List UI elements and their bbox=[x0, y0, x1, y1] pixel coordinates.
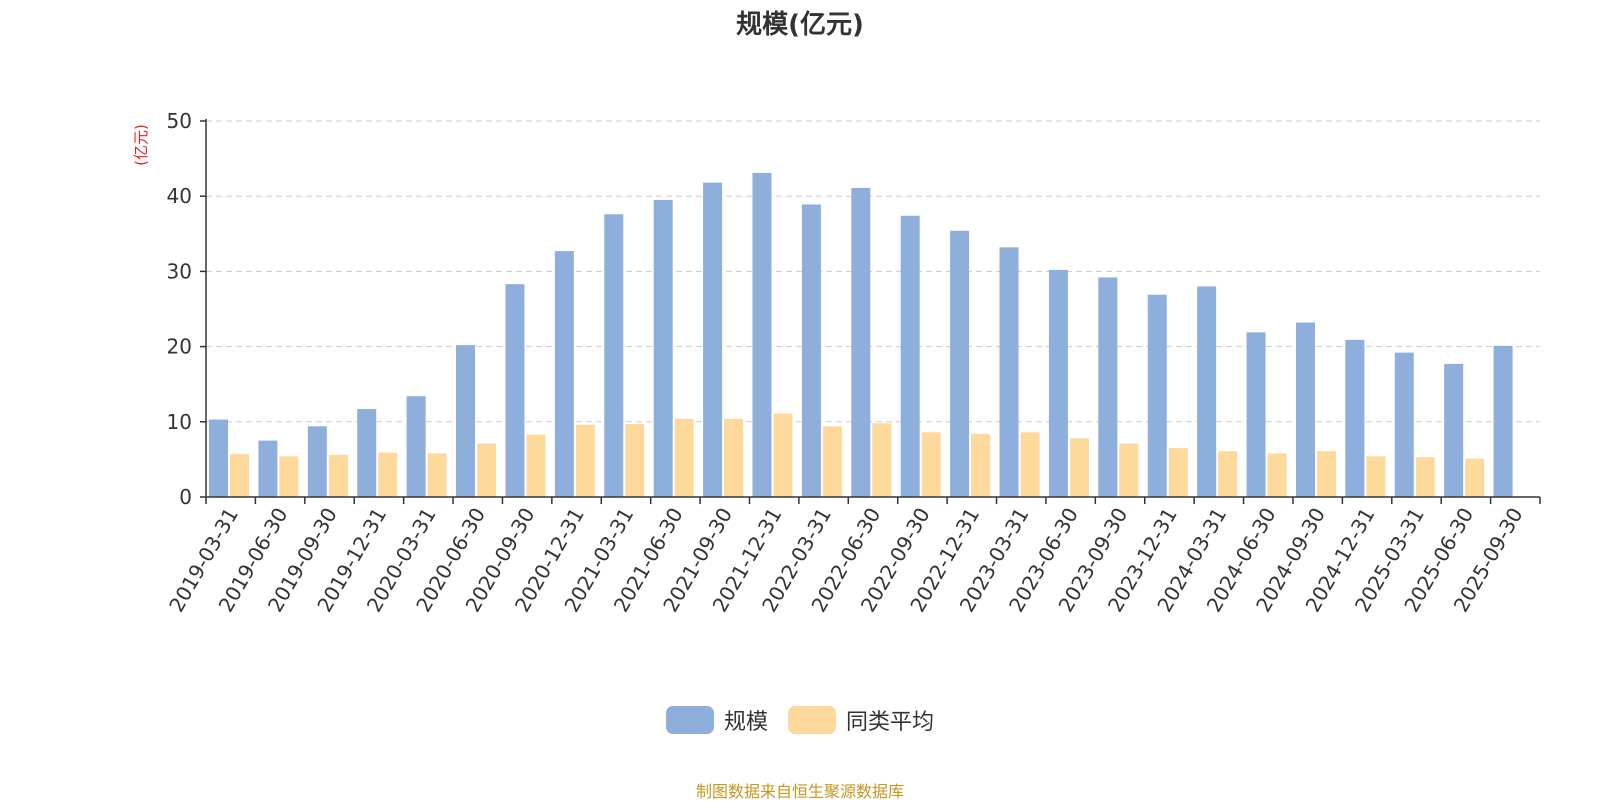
legend-swatch-peer-average bbox=[788, 706, 836, 734]
bar-scale bbox=[209, 419, 228, 497]
y-tick-label: 20 bbox=[167, 335, 192, 359]
bar-scale bbox=[1098, 277, 1118, 497]
bar-scale bbox=[801, 204, 821, 498]
bar-peer-average bbox=[674, 418, 694, 497]
bar-scale bbox=[1444, 363, 1464, 497]
bar-scale bbox=[357, 409, 377, 497]
legend: 规模 同类平均 bbox=[0, 704, 1600, 736]
bar-scale bbox=[406, 396, 426, 497]
grid-lines bbox=[206, 120, 1540, 423]
y-tick-label: 40 bbox=[167, 184, 192, 208]
bar-peer-average bbox=[575, 424, 595, 497]
bar-scale bbox=[703, 182, 723, 497]
y-axis-label: (亿元) bbox=[132, 124, 150, 166]
bar-peer-average bbox=[1366, 456, 1386, 497]
y-tick-label: 30 bbox=[167, 259, 192, 283]
bar-scale bbox=[1295, 322, 1315, 497]
bar-peer-average bbox=[921, 432, 941, 497]
bar-peer-average bbox=[1267, 453, 1287, 497]
bar-peer-average bbox=[378, 452, 398, 497]
bar-scale bbox=[653, 199, 673, 497]
legend-swatch-scale bbox=[665, 706, 714, 734]
bar-peer-average bbox=[625, 424, 645, 497]
bar-peer-average bbox=[1465, 458, 1485, 497]
y-tick-label: 50 bbox=[167, 109, 192, 133]
bar-peer-average bbox=[279, 456, 299, 497]
chart-title: 规模(亿元) bbox=[736, 10, 864, 40]
bar-peer-average bbox=[1415, 457, 1435, 497]
legend-label-scale: 规模 bbox=[723, 710, 768, 735]
bar-scale bbox=[999, 247, 1019, 497]
bar-peer-average bbox=[1020, 432, 1040, 497]
bar-scale bbox=[456, 345, 476, 497]
bar-scale bbox=[554, 251, 574, 497]
bar-scale bbox=[258, 440, 278, 497]
bar-scale bbox=[752, 172, 772, 497]
legend-item-peer-average[interactable]: 同类平均 bbox=[788, 704, 934, 736]
bar-peer-average bbox=[822, 426, 842, 497]
bar-peer-average bbox=[724, 418, 744, 497]
bar-peer-average bbox=[477, 443, 497, 497]
bar-scale bbox=[604, 214, 624, 498]
bar-scale bbox=[1345, 339, 1365, 497]
bar-peer-average bbox=[971, 433, 991, 497]
bar-scale bbox=[1197, 286, 1217, 497]
legend-label-peer-average: 同类平均 bbox=[846, 710, 935, 735]
bar-scale bbox=[851, 187, 871, 498]
bar-peer-average bbox=[230, 454, 249, 497]
bar-peer-average bbox=[1316, 451, 1336, 497]
bar-peer-average bbox=[1119, 443, 1139, 497]
bar-scale bbox=[1493, 345, 1513, 497]
y-tick-label: 10 bbox=[167, 410, 192, 434]
bar-peer-average bbox=[773, 413, 793, 497]
bar-scale bbox=[505, 284, 525, 497]
bar-scale bbox=[950, 230, 970, 498]
bar-peer-average bbox=[1069, 438, 1089, 497]
data-source-note: 制图数据来自恒生聚源数据库 bbox=[695, 782, 904, 801]
bar-scale bbox=[900, 215, 920, 497]
bar-peer-average bbox=[1218, 451, 1238, 497]
bar-peer-average bbox=[328, 454, 348, 497]
bar-peer-average bbox=[526, 434, 546, 497]
bar-peer-average bbox=[1168, 448, 1188, 497]
bars bbox=[209, 172, 1513, 498]
bar-scale bbox=[1394, 352, 1414, 497]
bar-scale bbox=[307, 426, 327, 497]
bar-peer-average bbox=[872, 423, 892, 497]
bar-peer-average bbox=[427, 453, 447, 497]
bar-scale bbox=[1147, 294, 1167, 497]
bar-scale bbox=[1048, 269, 1068, 497]
y-tick-label: 0 bbox=[179, 485, 192, 509]
bar-scale bbox=[1246, 332, 1266, 497]
legend-item-scale[interactable]: 规模 bbox=[665, 704, 768, 736]
